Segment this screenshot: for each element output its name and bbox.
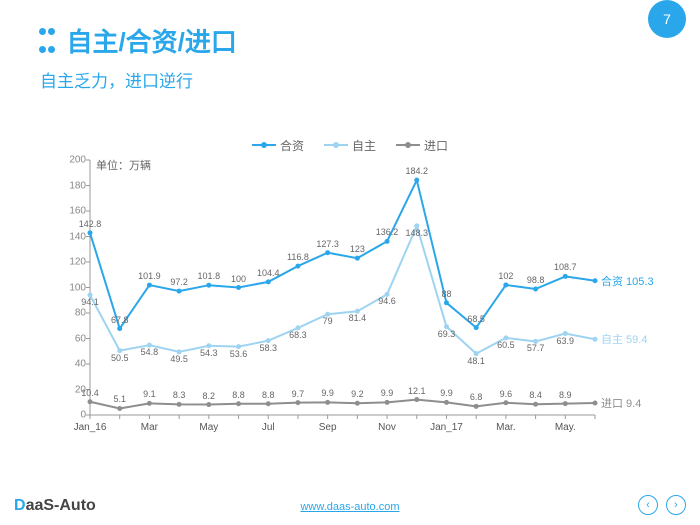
data-point-label: 67.8 <box>111 315 129 325</box>
data-point-label: 6.8 <box>470 392 483 402</box>
x-tick-label: Mar <box>141 422 158 433</box>
data-point-label: 10.4 <box>81 388 99 398</box>
data-point-label: 68.3 <box>289 330 307 340</box>
x-tick-label: Jul <box>262 422 275 433</box>
data-point-label: 142.8 <box>79 219 102 229</box>
data-point-label: 63.9 <box>557 336 575 346</box>
data-point-label: 8.4 <box>529 390 542 400</box>
data-point-label: 53.6 <box>230 349 248 359</box>
y-tick-label: 40 <box>50 359 86 370</box>
x-tick-label: Jan_17 <box>430 422 463 433</box>
x-tick-label: Sep <box>319 422 337 433</box>
data-point-label: 58.3 <box>259 343 277 353</box>
series-end-label: 进口 9.4 <box>601 395 641 411</box>
title-main: 自主/合资/进口 <box>66 22 236 59</box>
data-point-label: 9.9 <box>381 388 394 398</box>
y-tick-label: 120 <box>50 257 86 268</box>
data-point-label: 9.1 <box>143 389 156 399</box>
data-point-label: 60.5 <box>497 340 515 350</box>
data-point-label: 57.7 <box>527 343 545 353</box>
data-point-label: 100 <box>231 274 246 284</box>
y-tick-label: 160 <box>50 206 86 217</box>
series-end-label: 自主 59.4 <box>601 331 647 347</box>
title-subtitle: 自主乏力，进口逆行 <box>40 67 237 92</box>
data-point-label: 184.2 <box>405 166 428 176</box>
y-tick-label: 100 <box>50 282 86 293</box>
legend-item: 进口 <box>396 137 448 154</box>
data-point-label: 50.5 <box>111 353 129 363</box>
data-point-label: 8.9 <box>559 390 572 400</box>
data-point-label: 9.7 <box>292 389 305 399</box>
y-tick-label: 140 <box>50 231 86 242</box>
data-point-label: 98.8 <box>527 275 545 285</box>
data-point-label: 8.3 <box>173 390 186 400</box>
data-point-label: 5.1 <box>113 394 126 404</box>
data-point-label: 9.9 <box>440 388 453 398</box>
data-point-label: 101.9 <box>138 271 161 281</box>
data-point-label: 8.2 <box>203 391 216 401</box>
y-tick-label: 200 <box>50 155 86 166</box>
data-point-label: 148.3 <box>405 228 428 238</box>
data-point-label: 9.2 <box>351 389 364 399</box>
y-tick-label: 180 <box>50 180 86 191</box>
prev-button[interactable]: ‹ <box>638 495 658 515</box>
data-point-label: 54.3 <box>200 348 218 358</box>
data-point-label: 94.1 <box>81 297 99 307</box>
line-chart: 合资自主进口 单位：万辆 020406080100120140160180200… <box>50 135 650 455</box>
data-point-label: 81.4 <box>349 313 367 323</box>
data-point-label: 8.8 <box>232 390 245 400</box>
legend-item: 自主 <box>324 137 376 154</box>
data-point-label: 88 <box>441 289 451 299</box>
footer-url[interactable]: www.daas-auto.com <box>0 501 700 513</box>
data-point-label: 102 <box>498 271 513 281</box>
next-button[interactable]: › <box>666 495 686 515</box>
data-point-label: 94.6 <box>378 296 396 306</box>
y-tick-label: 80 <box>50 308 86 319</box>
data-point-label: 101.8 <box>198 271 221 281</box>
x-tick-label: May <box>199 422 218 433</box>
data-point-label: 136.2 <box>376 227 399 237</box>
data-point-label: 9.6 <box>500 389 513 399</box>
data-point-label: 127.3 <box>316 239 339 249</box>
legend-item: 合资 <box>252 137 304 154</box>
data-point-label: 97.2 <box>170 277 188 287</box>
data-point-label: 123 <box>350 244 365 254</box>
y-tick-label: 0 <box>50 410 86 421</box>
data-point-label: 49.5 <box>170 354 188 364</box>
data-point-label: 69.3 <box>438 329 456 339</box>
data-point-label: 54.8 <box>141 347 159 357</box>
chart-plot-area <box>90 160 595 415</box>
footer: DaaS-Auto www.daas-auto.com ‹ › <box>0 495 700 519</box>
data-point-label: 104.4 <box>257 268 280 278</box>
data-point-label: 79 <box>323 316 333 326</box>
x-tick-label: Nov <box>378 422 396 433</box>
data-point-label: 8.8 <box>262 390 275 400</box>
data-point-label: 48.1 <box>467 356 485 366</box>
x-tick-label: Jan_16 <box>74 422 107 433</box>
y-tick-label: 60 <box>50 333 86 344</box>
title-bullet-icon <box>38 23 56 59</box>
data-point-label: 116.8 <box>287 252 309 262</box>
page-number-badge: 7 <box>648 0 686 38</box>
data-point-label: 9.9 <box>321 388 334 398</box>
chart-legend: 合资 自主 进口 <box>50 135 650 154</box>
data-point-label: 12.1 <box>408 386 426 396</box>
x-tick-label: Mar. <box>496 422 515 433</box>
series-end-label: 合资 105.3 <box>601 273 654 289</box>
data-point-label: 68.5 <box>467 314 485 324</box>
title-block: 自主/合资/进口 自主乏力，进口逆行 <box>38 22 237 92</box>
x-tick-label: May. <box>555 422 576 433</box>
data-point-label: 108.7 <box>554 262 577 272</box>
